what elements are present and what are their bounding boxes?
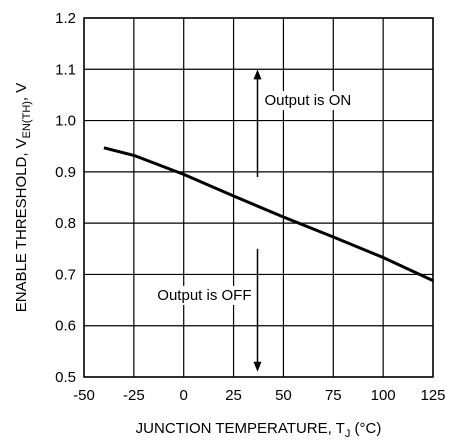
tick-labels: -50 -25 0 25 50 75 100 125 0.5 0.6 0.7 0.8 0.9 1.0 1.1… xyxy=(55,10,445,404)
x-tick-label: 100 xyxy=(371,387,396,404)
y-tick-label: 0.5 xyxy=(55,369,76,386)
output-on-label-bg xyxy=(262,91,354,111)
x-tick-label: 75 xyxy=(325,387,342,404)
y-tick-label: 1.2 xyxy=(55,10,76,27)
y-axis-label: ENABLE THRESHOLD, VEN(TH), V xyxy=(13,83,33,313)
x-tick-label: 125 xyxy=(420,387,445,404)
x-tick-label: -50 xyxy=(73,387,95,404)
y-tick-label: 1.0 xyxy=(55,113,76,130)
y-tick-label: 0.7 xyxy=(55,266,76,283)
x-tick-label: 50 xyxy=(275,387,292,404)
output-off-label: Output is OFF xyxy=(157,287,251,304)
x-axis-label: JUNCTION TEMPERATURE, TJ (°C) xyxy=(136,420,382,440)
y-tick-label: 0.6 xyxy=(55,318,76,335)
x-tick-label: -25 xyxy=(123,387,145,404)
x-tick-label: 0 xyxy=(180,387,188,404)
plot-frame xyxy=(83,17,434,378)
y-tick-label: 0.9 xyxy=(55,164,76,181)
series-line-0 xyxy=(103,146,434,282)
annotation-layer: Output is ON Output is OFF xyxy=(155,69,354,372)
y-tick-label: 1.1 xyxy=(55,61,76,78)
output-on-label: Output is ON xyxy=(265,92,352,109)
x-tick-label: 25 xyxy=(225,387,242,404)
series-layer xyxy=(103,146,434,282)
grid xyxy=(83,17,434,378)
output-off-label-bg xyxy=(155,285,254,305)
y-tick-label: 0.8 xyxy=(55,215,76,232)
